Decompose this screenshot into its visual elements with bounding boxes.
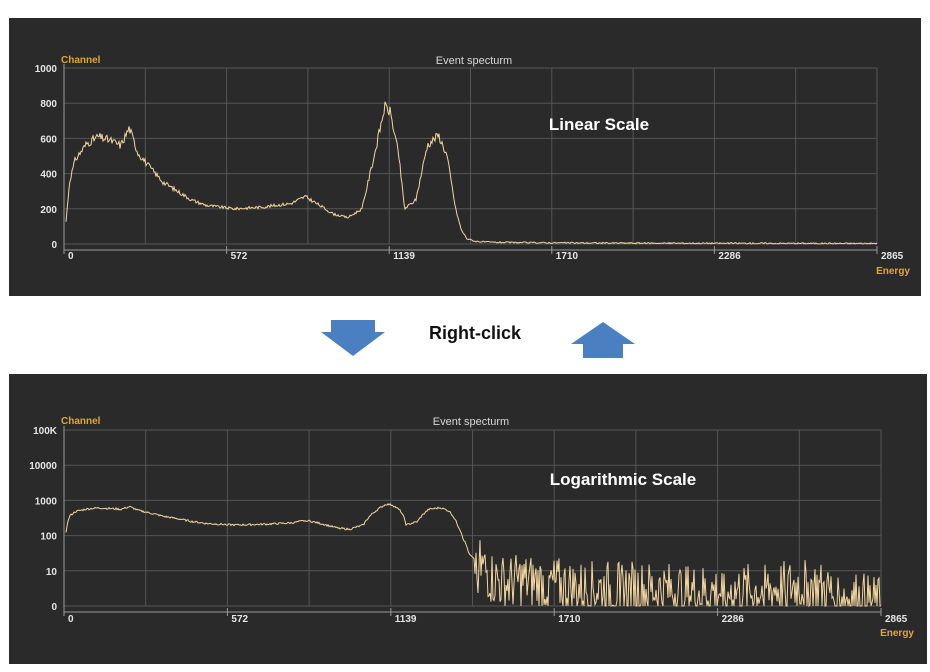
- arrow-down-icon: [321, 320, 385, 356]
- x-tick-label: 572: [231, 251, 248, 262]
- y-axis-label: Channel: [61, 55, 101, 66]
- x-tick-label: 1139: [393, 251, 415, 262]
- y-tick-label: 10: [46, 567, 58, 578]
- y-tick-label: 400: [40, 170, 57, 181]
- chart-title: Event specturm: [433, 416, 509, 428]
- y-tick-label: 200: [40, 205, 57, 216]
- y-tick-label: 10000: [29, 461, 57, 472]
- y-tick-label: 0: [51, 240, 57, 251]
- y-axis-label: Channel: [61, 416, 101, 427]
- x-tick-label: 0: [68, 251, 74, 262]
- scale-annotation: Logarithmic Scale: [550, 470, 696, 489]
- spectrum-series-line: [65, 502, 881, 608]
- right-click-label: Right-click: [428, 323, 521, 343]
- scale-annotation: Linear Scale: [549, 115, 649, 134]
- arrow-up-icon: [571, 322, 635, 358]
- chart-title: Event specturm: [436, 55, 512, 67]
- x-axis-label: Energy: [880, 628, 914, 639]
- x-tick-label: 2286: [722, 614, 745, 625]
- linear-chart[interactable]: 0 200 400 600 800 1000 0 572 1139 1710 2286 2865 Eve…: [9, 18, 921, 296]
- x-tick-label: 1710: [556, 251, 579, 262]
- x-tick-label: 572: [231, 614, 248, 625]
- linear-chart-panel[interactable]: 0 200 400 600 800 1000 0 572 1139 1710 2286 2865 Eve…: [9, 18, 921, 296]
- y-tick-label: 1000: [35, 496, 58, 507]
- x-tick-label: 2865: [881, 251, 904, 262]
- y-tick-label: 1000: [35, 64, 58, 75]
- y-tick-label: 0: [51, 602, 57, 613]
- x-axis-label: Energy: [876, 266, 910, 277]
- y-tick-label: 100K: [33, 426, 58, 437]
- x-tick-label: 1710: [558, 614, 581, 625]
- log-chart-panel[interactable]: 0 10 100 1000 10000 100K 0 572 1139 1710 2286 2865 E…: [9, 374, 927, 664]
- x-tick-label: 0: [68, 614, 74, 625]
- x-tick-label: 1139: [395, 614, 417, 625]
- spectrum-series-line: [65, 101, 878, 245]
- y-tick-label: 100: [40, 532, 57, 543]
- x-tick-label: 2286: [718, 251, 741, 262]
- y-tick-label: 800: [40, 99, 57, 110]
- y-tick-label: 600: [40, 134, 57, 145]
- x-tick-label: 2865: [885, 614, 908, 625]
- log-chart[interactable]: 0 10 100 1000 10000 100K 0 572 1139 1710 2286 2865 E…: [9, 374, 927, 664]
